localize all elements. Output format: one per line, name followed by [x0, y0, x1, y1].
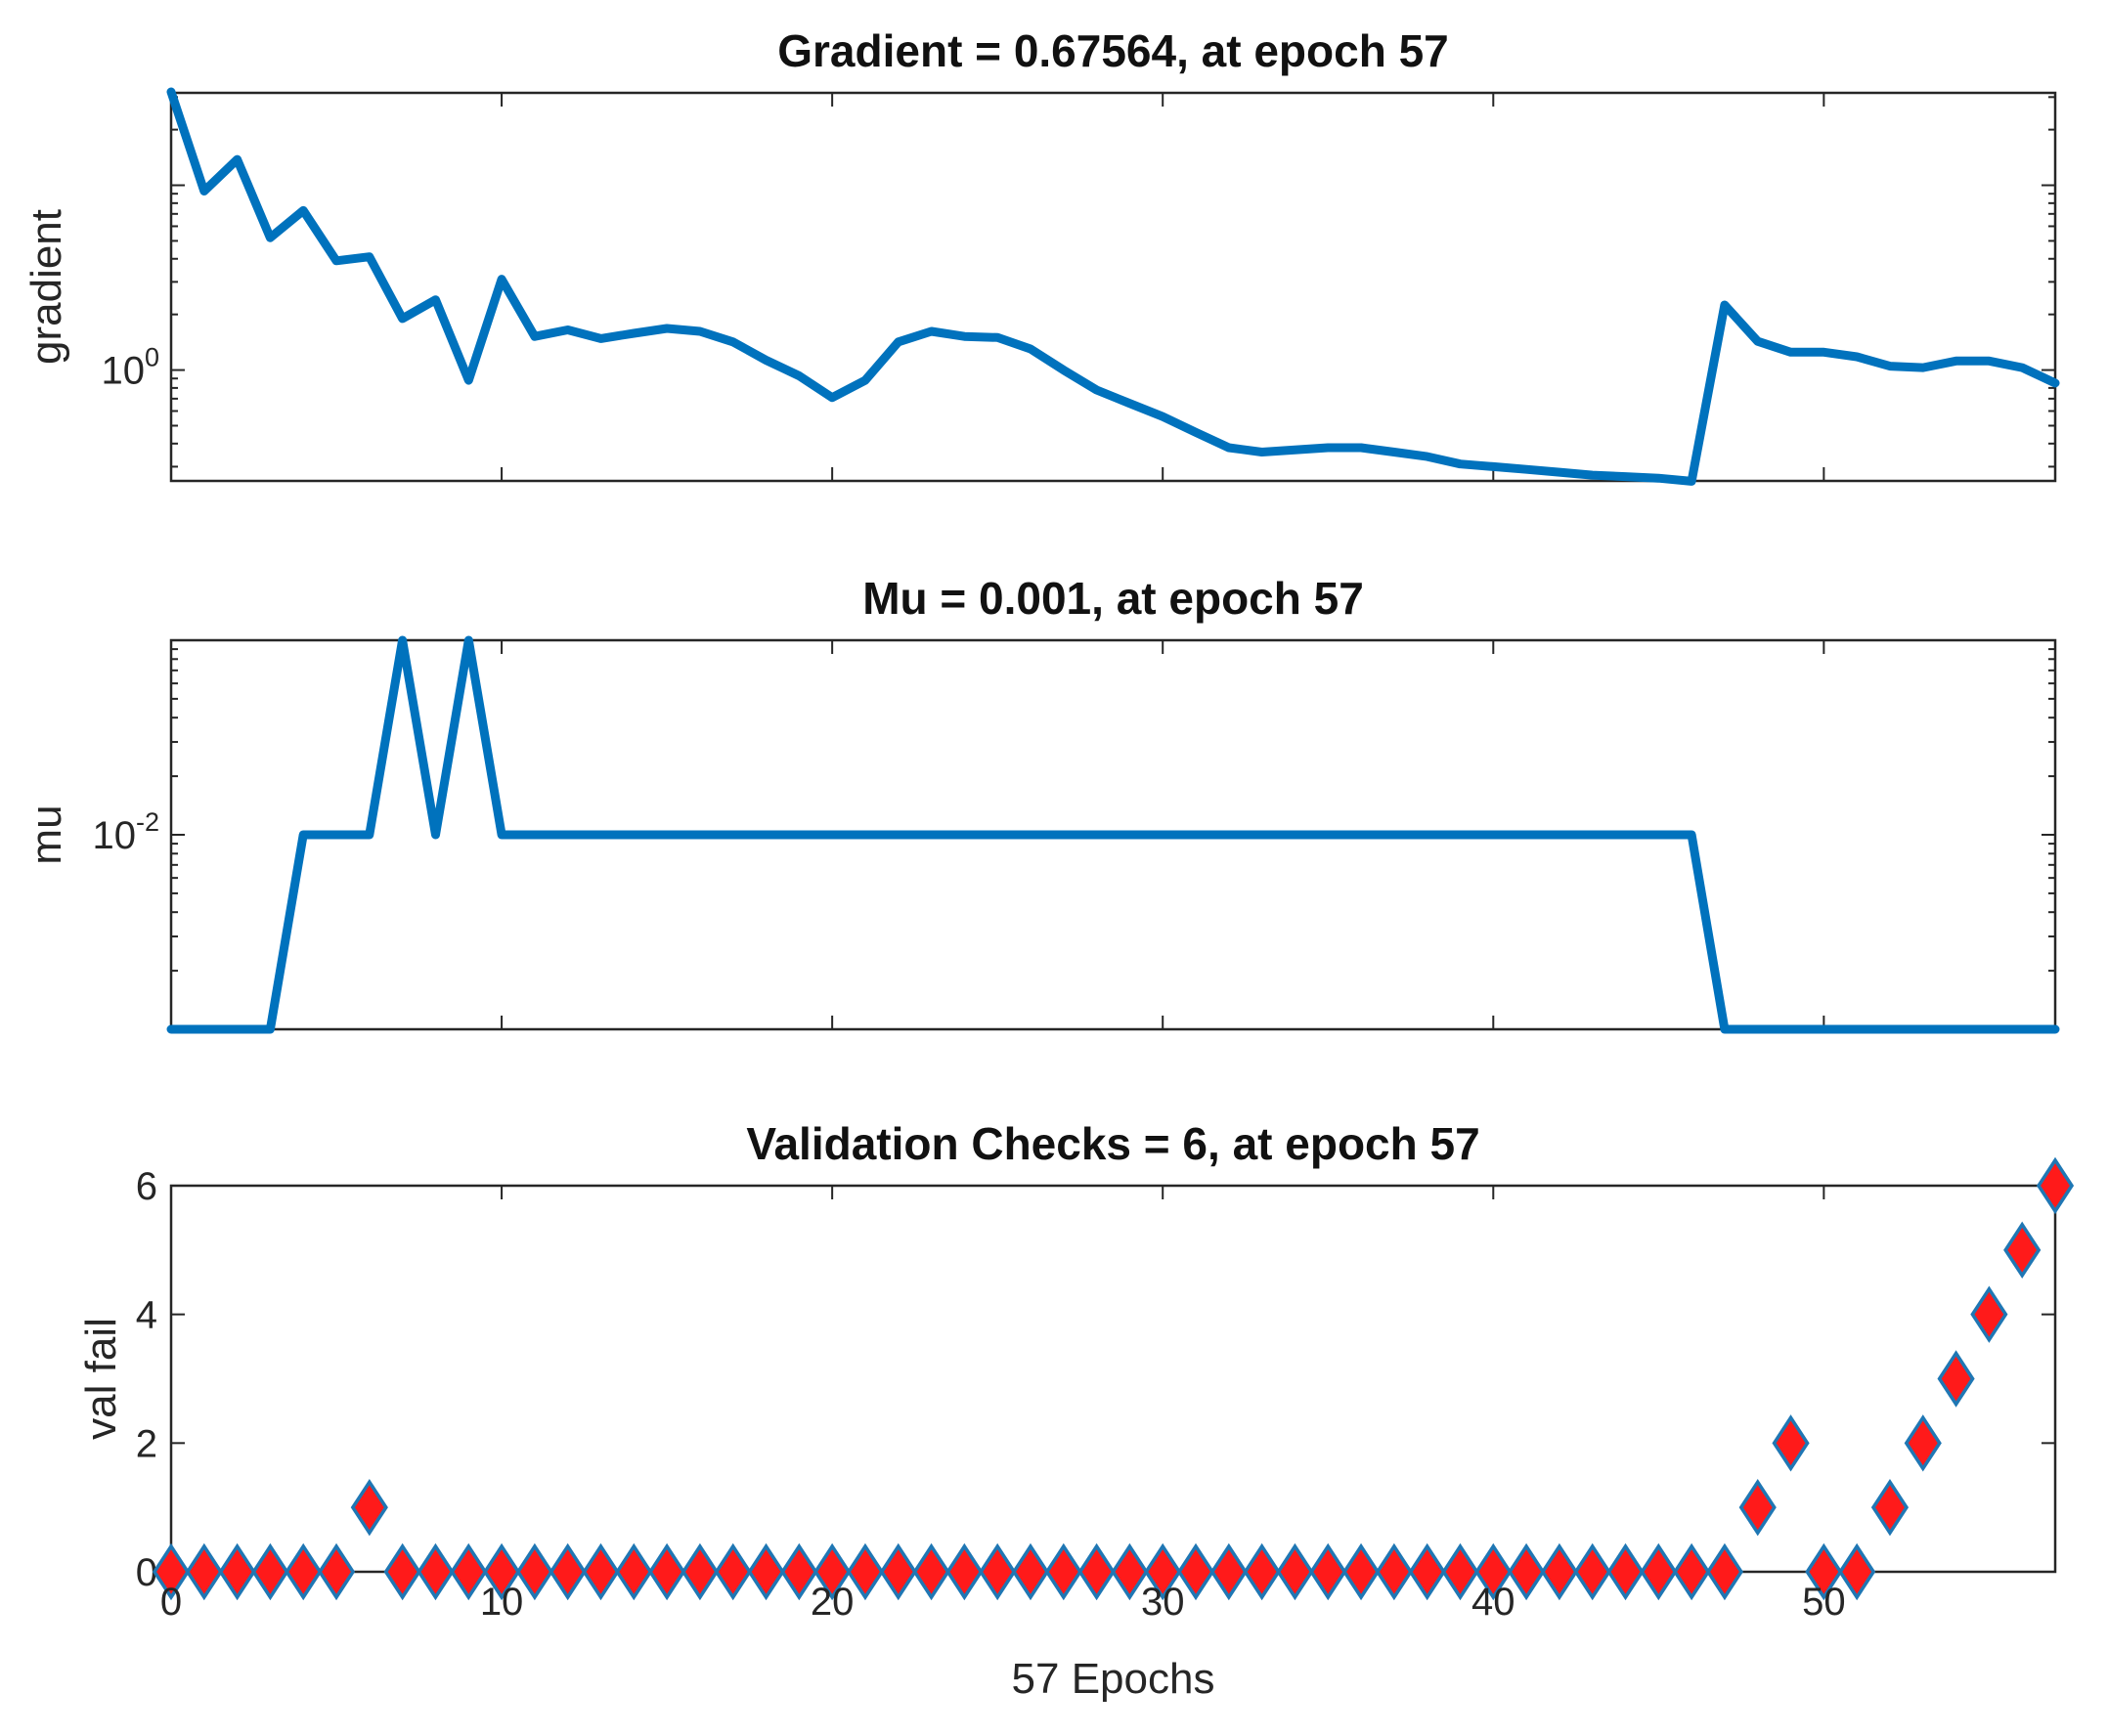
val-fail-marker	[482, 1542, 521, 1601]
val-fail-marker	[945, 1542, 984, 1601]
val-fail-marker	[185, 1542, 223, 1601]
val-fail-marker	[747, 1542, 785, 1601]
val-fail-marker	[218, 1542, 256, 1601]
val-fail-marker	[1309, 1542, 1347, 1601]
val-fail-marker	[615, 1542, 653, 1601]
val-fail-marker	[1341, 1542, 1381, 1601]
val-fail-marker	[1077, 1542, 1116, 1601]
axes-frame	[169, 91, 2057, 483]
series-line	[166, 635, 2060, 1034]
val-fail-marker	[251, 1542, 289, 1601]
val-fail-marker	[1705, 1542, 1744, 1601]
val-fail-marker	[846, 1542, 885, 1601]
val-fail-marker	[1209, 1542, 1248, 1601]
val-fail-marker	[1111, 1542, 1149, 1601]
val-fail-marker	[648, 1542, 686, 1601]
x-axis-label: 57 Epochs	[1012, 1655, 1215, 1703]
y-tick-base: 10	[101, 350, 145, 393]
val-fail-marker	[2003, 1221, 2042, 1280]
val-fail-marker	[1044, 1542, 1082, 1601]
val-fail-marker	[350, 1478, 388, 1537]
y-tick-label: 100	[101, 343, 159, 393]
y-tick-exponent: -2	[136, 807, 159, 837]
x-tick-label: 0	[160, 1581, 182, 1624]
val-fail-marker	[383, 1542, 421, 1601]
y-tick-label: 2	[136, 1422, 157, 1465]
y-tick-label: 4	[136, 1294, 157, 1337]
chart-title: Mu = 0.001, at epoch 57	[862, 573, 1364, 624]
val-fail-marker	[1276, 1542, 1314, 1601]
val-fail-marker	[1738, 1478, 1777, 1537]
val-fail-marker	[317, 1542, 356, 1601]
val-fail-marker	[780, 1542, 818, 1601]
series-line	[166, 87, 2060, 486]
val-fail-marker	[1838, 1542, 1876, 1601]
val-fail-marker	[681, 1542, 720, 1601]
y-tick-label: 10-2	[92, 807, 159, 857]
y-tick-base: 10	[92, 814, 136, 857]
val-fail-marker	[1011, 1542, 1050, 1601]
y-axis-label: mu	[22, 804, 70, 864]
x-tick-label: 10	[480, 1581, 524, 1624]
mu-panel: Mu = 0.001, at epoch 57 mu 10-2	[22, 573, 2060, 1034]
val-fail-marker	[1640, 1542, 1678, 1601]
val-fail-marker	[1904, 1414, 1942, 1472]
val-fail-marker	[714, 1542, 752, 1601]
y-axis-label: gradient	[22, 209, 70, 365]
val-fail-marker	[912, 1542, 950, 1601]
x-tick-label: 20	[811, 1581, 855, 1624]
y-axis-label: val fail	[77, 1318, 125, 1440]
y-tick-label: 6	[136, 1165, 157, 1208]
val-fail-marker	[1144, 1542, 1182, 1601]
val-fail-marker	[1805, 1542, 1843, 1601]
val-fail-marker	[285, 1542, 323, 1601]
val-fail-marker	[879, 1542, 917, 1601]
val-fail-marker	[1937, 1350, 1975, 1408]
chart-title: Validation Checks = 6, at epoch 57	[746, 1118, 1479, 1169]
val-fail-marker	[1243, 1542, 1281, 1601]
val-fail-marker	[1375, 1542, 1413, 1601]
val-fail-marker	[1540, 1542, 1578, 1601]
val-fail-marker	[1507, 1542, 1546, 1601]
val-fail-marker	[1573, 1542, 1611, 1601]
axes-frame	[169, 1184, 2057, 1574]
gradient-panel: Gradient = 0.67564, at epoch 57 gradient 1…	[22, 25, 2060, 486]
val-fail-marker	[1673, 1542, 1711, 1601]
val-fail-marker	[417, 1542, 455, 1601]
y-tick-label: 0	[136, 1551, 157, 1594]
x-tick-label: 30	[1141, 1581, 1185, 1624]
val-fail-marker	[1408, 1542, 1446, 1601]
val-fail-marker	[1474, 1542, 1513, 1601]
val-fail-marker	[582, 1542, 620, 1601]
y-tick-exponent: 0	[145, 343, 159, 372]
val-fail-marker	[2036, 1156, 2075, 1215]
val-fail-marker	[1772, 1414, 1810, 1472]
val-fail-marker	[1870, 1478, 1910, 1537]
val-fail-marker	[813, 1542, 852, 1601]
val-fail-marker	[549, 1542, 587, 1601]
chart-title: Gradient = 0.67564, at epoch 57	[777, 25, 1449, 76]
val-fail-marker	[1970, 1285, 2008, 1343]
val-fail-marker	[1606, 1542, 1645, 1601]
val-fail-marker	[1441, 1542, 1479, 1601]
val-fail-marker	[1176, 1542, 1215, 1601]
validation-checks-panel: Validation Checks = 6, at epoch 57 val fa…	[77, 1118, 2075, 1703]
val-fail-marker	[979, 1542, 1017, 1601]
val-fail-marker	[450, 1542, 488, 1601]
val-fail-marker	[515, 1542, 553, 1601]
val-fail-marker	[152, 1542, 191, 1601]
x-tick-label: 40	[1471, 1581, 1515, 1624]
x-tick-label: 50	[1802, 1581, 1846, 1624]
